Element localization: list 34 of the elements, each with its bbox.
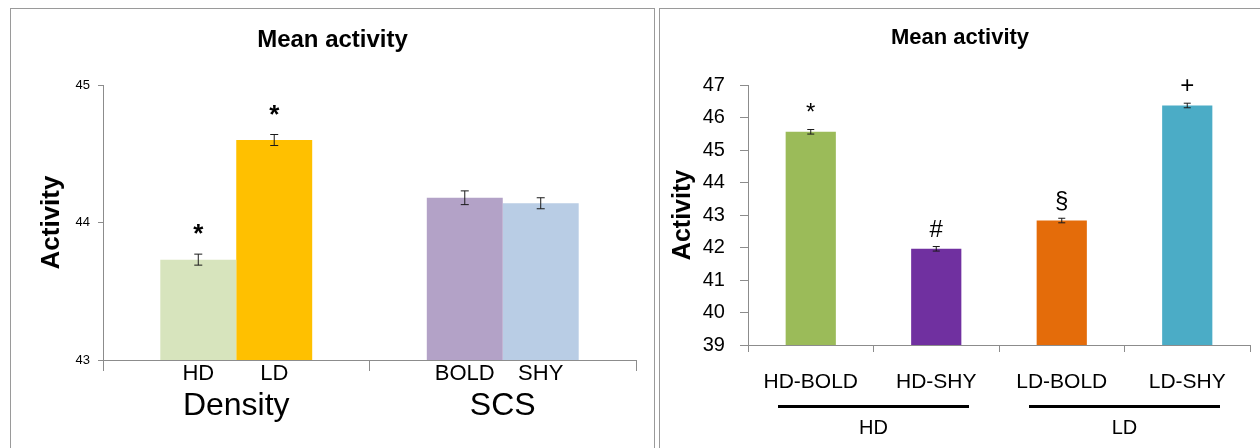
x-tick-label: HD-BOLD	[763, 369, 859, 392]
y-tick-label: 44	[702, 170, 725, 193]
y-axis-title: Activity	[666, 169, 695, 261]
x-tick-label: LD	[260, 359, 289, 385]
text: HD	[859, 416, 888, 438]
y-tick-label: 44	[75, 214, 90, 230]
text: LD	[1111, 416, 1138, 438]
data-label: +	[1180, 71, 1195, 99]
x-tick-label: HD-SHY	[895, 369, 977, 392]
data-label: *	[269, 98, 281, 129]
data-label: *	[193, 218, 205, 249]
y-tick-label: 43	[75, 351, 90, 367]
text: Density	[182, 386, 290, 422]
y-tick-label: 45	[702, 137, 725, 160]
chart-title: Mean activity	[890, 24, 1030, 49]
x-tick-label: SHY	[518, 359, 564, 385]
y-tick-label: 39	[702, 332, 725, 355]
y-tick-label: 45	[75, 76, 90, 92]
y-tick-label: 40	[702, 300, 725, 323]
data-label: §	[1055, 186, 1069, 214]
y-tick-label: 41	[702, 267, 725, 290]
y-axis-title: Activity	[34, 175, 65, 270]
x-tick-label: LD-SHY	[1148, 369, 1226, 392]
y-tick-label: 47	[702, 72, 725, 95]
x-tick-label: LD-BOLD	[1016, 369, 1108, 392]
data-label: #	[929, 214, 944, 242]
y-tick-label: 42	[702, 235, 725, 258]
text: SCS	[469, 386, 536, 422]
y-tick-label: 43	[702, 202, 725, 225]
data-label: *	[806, 97, 816, 125]
x-tick-label: HD	[182, 359, 215, 385]
x-tick-label: BOLD	[434, 359, 495, 385]
chart-title: Mean activity	[257, 25, 409, 52]
y-tick-label: 46	[702, 105, 725, 128]
